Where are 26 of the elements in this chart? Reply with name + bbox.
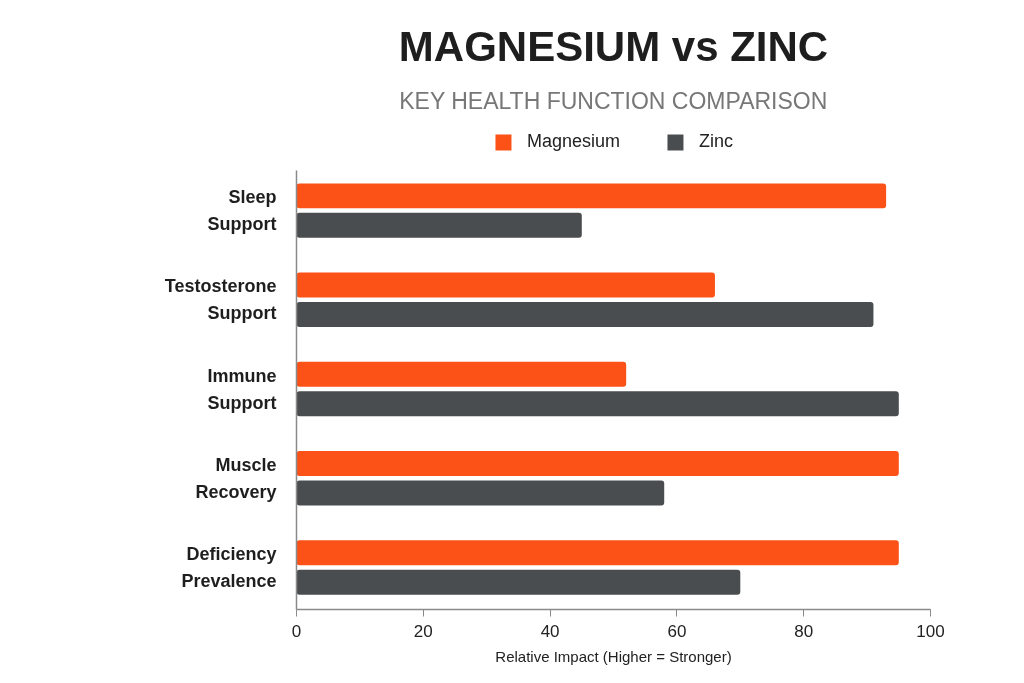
bar bbox=[296, 480, 665, 506]
x-axis-title: Relative Impact (Higher = Stronger) bbox=[495, 647, 732, 665]
legend-label: Zinc bbox=[699, 131, 734, 152]
x-tick-label: 40 bbox=[540, 621, 560, 641]
bar bbox=[296, 212, 582, 238]
legend-label: Magnesium bbox=[526, 131, 621, 152]
x-tick-label: 20 bbox=[413, 621, 433, 641]
bar bbox=[296, 569, 741, 595]
bar bbox=[296, 302, 874, 328]
bar bbox=[296, 540, 899, 566]
x-tick-label: 100 bbox=[916, 621, 945, 641]
bar bbox=[296, 391, 899, 417]
y-tick-label: Immune Support bbox=[207, 365, 277, 413]
chart-subtitle: KEY HEALTH FUNCTION COMPARISON bbox=[399, 87, 828, 114]
x-tick-label: 60 bbox=[667, 621, 687, 641]
bar bbox=[296, 183, 887, 209]
bar bbox=[296, 361, 627, 387]
x-tick-label: 0 bbox=[291, 621, 302, 641]
y-tick-label: Testosterone Support bbox=[164, 276, 277, 324]
x-tick-label: 80 bbox=[794, 621, 814, 641]
y-tick-label: Muscle Recovery bbox=[195, 454, 277, 502]
chart-title: MAGNESIUM vs ZINC bbox=[398, 22, 829, 70]
bar bbox=[296, 451, 899, 477]
y-tick-label: Sleep Support bbox=[207, 187, 277, 235]
bar bbox=[296, 272, 715, 298]
y-tick-label: Deficiency Prevalence bbox=[181, 544, 277, 592]
